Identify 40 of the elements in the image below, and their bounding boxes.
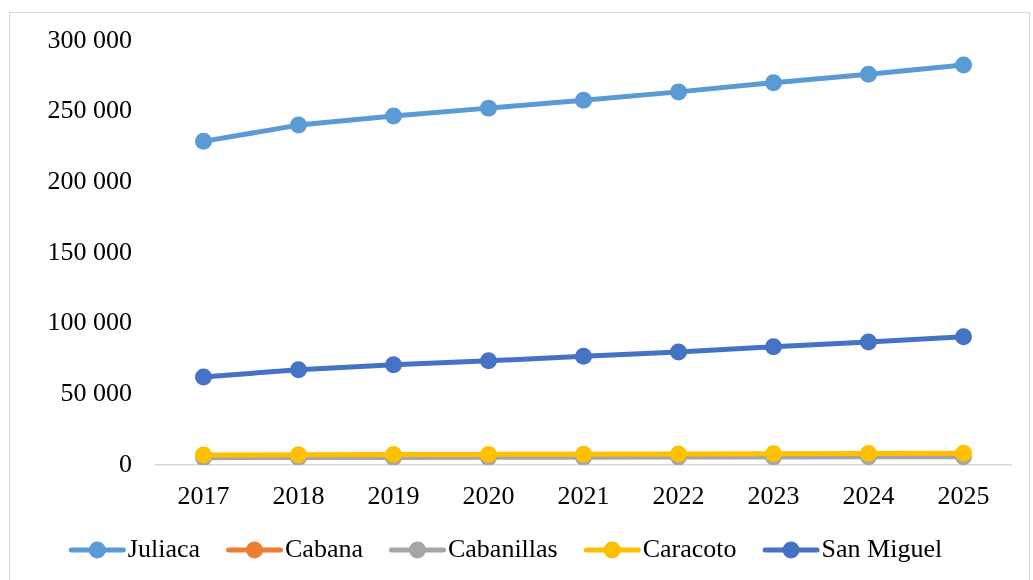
x-tick-label: 2018 [272, 481, 325, 511]
y-tick-label: 250 000 [47, 95, 132, 125]
x-tick-label: 2023 [747, 481, 800, 511]
point [575, 347, 592, 365]
point [765, 338, 782, 356]
legend-label: San Miguel [821, 533, 943, 563]
point [955, 56, 972, 74]
legend-label: Caracoto [642, 533, 737, 563]
point [575, 91, 592, 109]
y-tick-label: 0 [119, 448, 132, 478]
legend-label: Cabana [285, 533, 364, 563]
point [290, 361, 307, 379]
y-tick-label: 100 000 [47, 307, 132, 337]
x-tick-label: 2020 [462, 481, 515, 511]
point [195, 132, 212, 150]
point [670, 83, 687, 101]
point [765, 74, 782, 92]
x-tick-label: 2025 [937, 481, 990, 511]
x-tick-label: 2022 [652, 481, 705, 511]
y-tick-label: 50 000 [60, 378, 132, 408]
point [860, 333, 877, 351]
point [480, 352, 497, 370]
point [385, 356, 402, 374]
point [195, 368, 212, 386]
point [955, 328, 972, 346]
legend-label: Juliaca [127, 533, 201, 563]
y-tick-label: 150 000 [47, 236, 132, 266]
point [860, 65, 877, 83]
legend-label: Cabanillas [447, 533, 558, 563]
x-tick-label: 2024 [842, 481, 895, 511]
point [670, 343, 687, 361]
y-tick-label: 200 000 [47, 166, 132, 196]
point [290, 116, 307, 134]
point [385, 107, 402, 125]
point [955, 444, 972, 462]
x-tick-label: 2017 [177, 481, 230, 511]
y-tick-label: 300 000 [47, 24, 132, 54]
point [480, 99, 497, 117]
x-tick-label: 2019 [367, 481, 420, 511]
x-tick-label: 2021 [557, 481, 610, 511]
